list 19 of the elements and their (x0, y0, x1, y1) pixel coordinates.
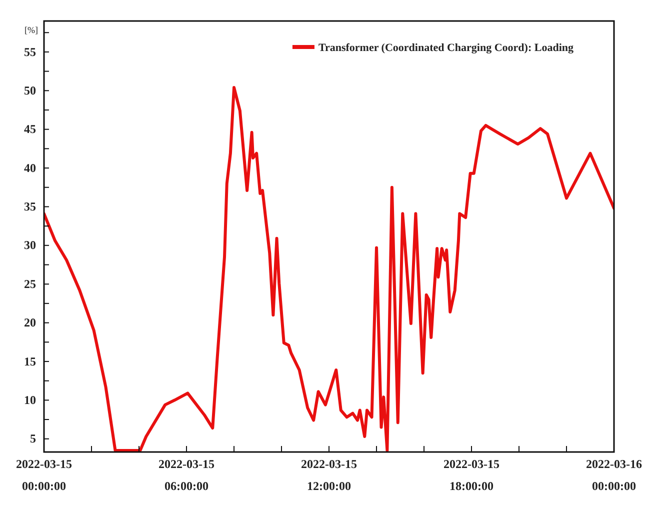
y-tick-label: 50 (24, 83, 36, 98)
x-tick-label: 2022-03-15 12:00:00 (301, 457, 357, 493)
legend-label: Transformer (Coordinated Charging Coord): Loading (318, 42, 574, 54)
y-tick-label: 45 (24, 122, 36, 136)
y-tick-label: 40 (24, 160, 36, 175)
y-tick-label: 35 (24, 200, 36, 214)
y-tick-label: 25 (24, 276, 36, 291)
x-tick-label: 2022-03-15 18:00:00 (444, 457, 500, 493)
y-tick-label: 5 (30, 432, 36, 446)
x-tick-label: 2022-03-16 00:00:00 (586, 457, 642, 493)
y-tick-label: 20 (24, 316, 36, 330)
y-tick-label: 30 (24, 238, 36, 252)
y-tick-label: 15 (24, 354, 36, 368)
x-tick-label: 2022-03-15 00:00:00 (16, 457, 72, 493)
line-series (44, 86, 614, 452)
y-tick-label: 55 (24, 44, 36, 59)
y-tick-label: 10 (24, 392, 36, 407)
x-tick-label: 2022-03-15 06:00:00 (158, 457, 214, 493)
y-axis-title: [%] (24, 25, 38, 35)
